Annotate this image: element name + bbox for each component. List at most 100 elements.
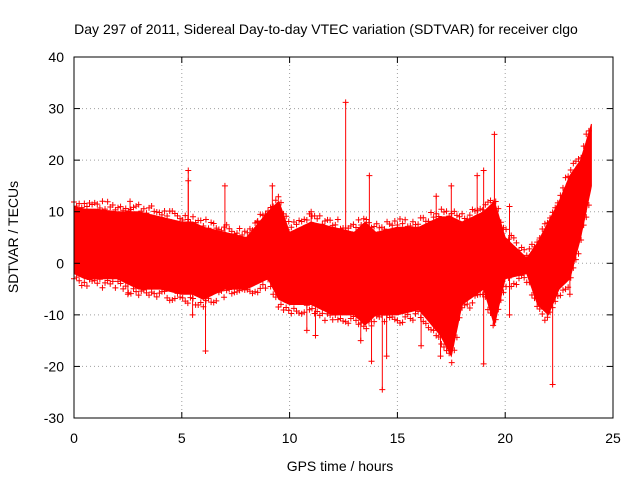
data-point — [580, 143, 587, 150]
data-point — [396, 320, 403, 327]
data-point — [265, 207, 272, 214]
data-point — [461, 215, 468, 222]
data-point — [490, 322, 497, 329]
data-point — [438, 341, 445, 348]
data-point — [559, 287, 566, 294]
data-point — [151, 208, 158, 215]
data-point — [241, 228, 248, 235]
data-point — [479, 206, 486, 213]
data-point — [510, 234, 517, 241]
data-layer — [71, 99, 592, 393]
data-point — [399, 319, 406, 326]
data-point — [490, 199, 497, 206]
data-point — [146, 292, 153, 299]
x-tick-label: 25 — [605, 430, 621, 446]
data-point — [117, 280, 124, 287]
data-point — [389, 222, 396, 229]
data-point — [179, 294, 186, 301]
data-point — [368, 224, 375, 231]
data-point — [122, 205, 129, 212]
data-point — [319, 310, 326, 317]
data-point — [371, 318, 378, 325]
outlier-point — [185, 177, 192, 184]
data-point — [161, 288, 168, 295]
data-point — [272, 294, 279, 301]
data-point — [200, 223, 207, 230]
data-point — [78, 282, 85, 289]
data-point — [575, 250, 582, 257]
y-tick-label: -10 — [44, 307, 64, 323]
data-point — [404, 311, 411, 318]
data-point — [133, 203, 140, 210]
data-point — [288, 310, 295, 317]
data-point — [202, 216, 209, 223]
data-point — [503, 283, 510, 290]
data-point — [233, 230, 240, 237]
data-point — [510, 280, 517, 287]
data-point — [179, 217, 186, 224]
data-point — [130, 204, 137, 211]
data-point — [515, 247, 522, 254]
data-point — [213, 297, 220, 304]
data-point — [228, 290, 235, 297]
data-point — [81, 279, 88, 286]
data-point — [223, 287, 230, 294]
outlier-point — [269, 182, 276, 189]
data-point — [451, 347, 458, 354]
data-point — [350, 313, 357, 320]
data-point — [523, 252, 530, 259]
data-point — [578, 154, 585, 161]
data-point — [96, 276, 103, 283]
data-point — [314, 215, 321, 222]
data-point — [275, 193, 282, 200]
outlier-point — [308, 208, 315, 215]
data-point — [112, 284, 119, 291]
data-point — [531, 243, 538, 250]
data-point — [177, 215, 184, 222]
data-point — [497, 219, 504, 226]
data-point — [363, 216, 370, 223]
data-point — [311, 212, 318, 219]
y-tick-label: 0 — [56, 255, 64, 271]
data-point — [99, 198, 106, 205]
data-point — [270, 203, 277, 210]
data-point — [534, 303, 541, 310]
data-point — [81, 200, 88, 207]
data-point — [567, 167, 574, 174]
data-point — [353, 317, 360, 324]
outlier-point — [357, 337, 364, 344]
outlier-point — [368, 358, 375, 365]
data-point — [231, 231, 238, 238]
data-point — [298, 310, 305, 317]
data-point — [218, 227, 225, 234]
data-point — [301, 309, 308, 316]
data-point — [293, 221, 300, 228]
data-point — [402, 216, 409, 223]
data-point — [456, 213, 463, 220]
data-point — [306, 306, 313, 313]
data-point — [505, 274, 512, 281]
data-point — [440, 208, 447, 215]
data-point — [340, 317, 347, 324]
data-point — [575, 155, 582, 162]
x-tick-label: 0 — [70, 430, 78, 446]
outlier-point — [433, 193, 440, 200]
data-point — [549, 209, 556, 216]
data-point — [156, 290, 163, 297]
data-point — [443, 347, 450, 354]
data-point — [270, 291, 277, 298]
data-point — [140, 205, 147, 212]
data-point — [430, 214, 437, 221]
data-point — [435, 213, 442, 220]
data-point — [334, 216, 341, 223]
ticks: 0 5 10 15 20 25 -30 -20 -10 0 10 20 30 40 — [44, 49, 621, 446]
data-point — [399, 220, 406, 227]
data-point — [448, 359, 455, 366]
data-point — [290, 305, 297, 312]
data-point — [246, 225, 253, 232]
data-point — [321, 317, 328, 324]
data-point — [205, 225, 212, 232]
data-point — [407, 222, 414, 229]
data-point — [572, 256, 579, 263]
